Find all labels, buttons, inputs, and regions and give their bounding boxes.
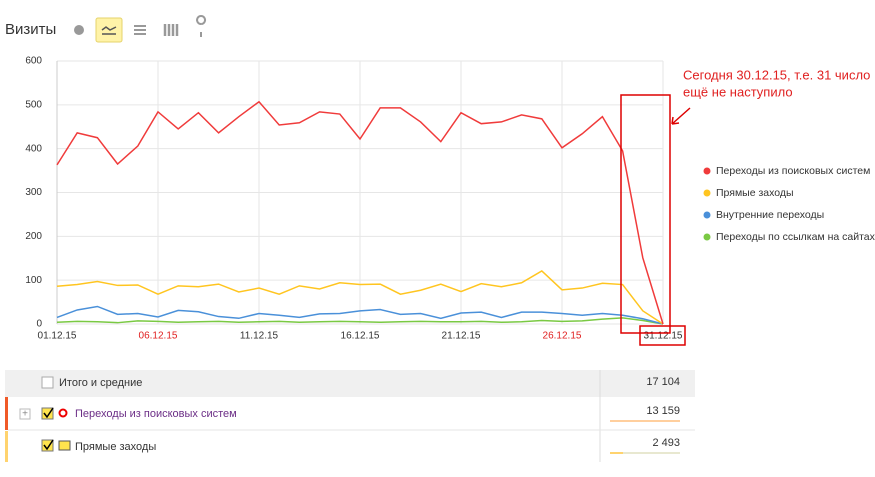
y-tick-label: 300: [25, 187, 42, 198]
legend-label: Внутренние переходы: [716, 209, 824, 221]
row-value: 2 493: [652, 437, 680, 449]
y-tick-label: 600: [25, 56, 42, 67]
share-bar: [610, 420, 680, 422]
highlight-box: [620, 94, 671, 334]
check-mark: [43, 439, 54, 451]
search-icon: [58, 408, 68, 418]
icon-map[interactable]: [196, 15, 207, 37]
legend-label: Переходы из поисковых систем: [716, 165, 870, 177]
icon-area[interactable]: [134, 25, 146, 35]
direct-icon: [58, 440, 71, 451]
icon-line: [101, 26, 117, 35]
expand-button[interactable]: [19, 408, 31, 420]
table: Итого и средние 17 104 + Переходы из пои…: [5, 370, 695, 462]
row-label[interactable]: Переходы из поисковых систем: [75, 408, 237, 420]
y-tick-label: 200: [25, 231, 42, 242]
series-line: [56, 305, 664, 325]
chart: 0 100 200 300 400 500 600 01.12.15 06.12.15 11.12…: [25, 56, 875, 342]
x-tick-label: 21.12.15: [442, 331, 481, 342]
icon-pie[interactable]: [74, 25, 84, 35]
check-mark: [43, 407, 54, 419]
x-tick-label: 01.12.15: [38, 331, 77, 342]
legend-marker: [703, 167, 711, 175]
x-tick-label: 26.12.15: [543, 331, 582, 342]
x-tick-label: 16.12.15: [341, 331, 380, 342]
expand-icon: +: [22, 409, 28, 420]
total-value: 17 104: [646, 376, 680, 388]
annotation-arrow: [671, 107, 691, 125]
page-title: Визиты: [5, 21, 56, 38]
x-tick-label: 06.12.15: [139, 331, 178, 342]
legend-marker: [703, 233, 711, 241]
highlight-label-box: [639, 325, 686, 346]
series-line: [56, 270, 664, 325]
icon-bars[interactable]: [163, 24, 179, 36]
y-tick-label: 500: [25, 99, 42, 110]
row-marker: [5, 397, 8, 430]
row-label[interactable]: Прямые заходы: [75, 441, 156, 453]
row-value: 13 159: [646, 405, 680, 417]
chart-type-switcher[interactable]: [74, 15, 207, 43]
y-tick-label: 100: [25, 275, 42, 286]
checkbox[interactable]: [41, 439, 54, 452]
y-tick-label: 400: [25, 143, 42, 154]
total-row: [5, 370, 695, 397]
share-bar: [610, 452, 623, 454]
legend-label: Прямые заходы: [716, 187, 794, 199]
total-label: Итого и средние: [59, 377, 142, 389]
annotation: Сегодня 30.12.15, т.е. 31 число: [683, 67, 870, 82]
x-tick-label: 31.12.15: [644, 331, 683, 342]
y-tick-label: 0: [36, 319, 42, 330]
legend-label: Переходы по ссылкам на сайтах: [716, 231, 875, 243]
x-tick-label: 11.12.15: [240, 331, 279, 342]
row-marker: [5, 431, 8, 462]
legend-marker: [703, 189, 711, 197]
series-line: [56, 317, 664, 325]
series-line: [56, 100, 664, 325]
legend-marker: [703, 211, 711, 219]
share-bar-track: [610, 452, 680, 454]
checkbox[interactable]: [41, 376, 54, 389]
annotation: ещё не наступило: [683, 84, 793, 99]
checkbox[interactable]: [41, 407, 54, 420]
